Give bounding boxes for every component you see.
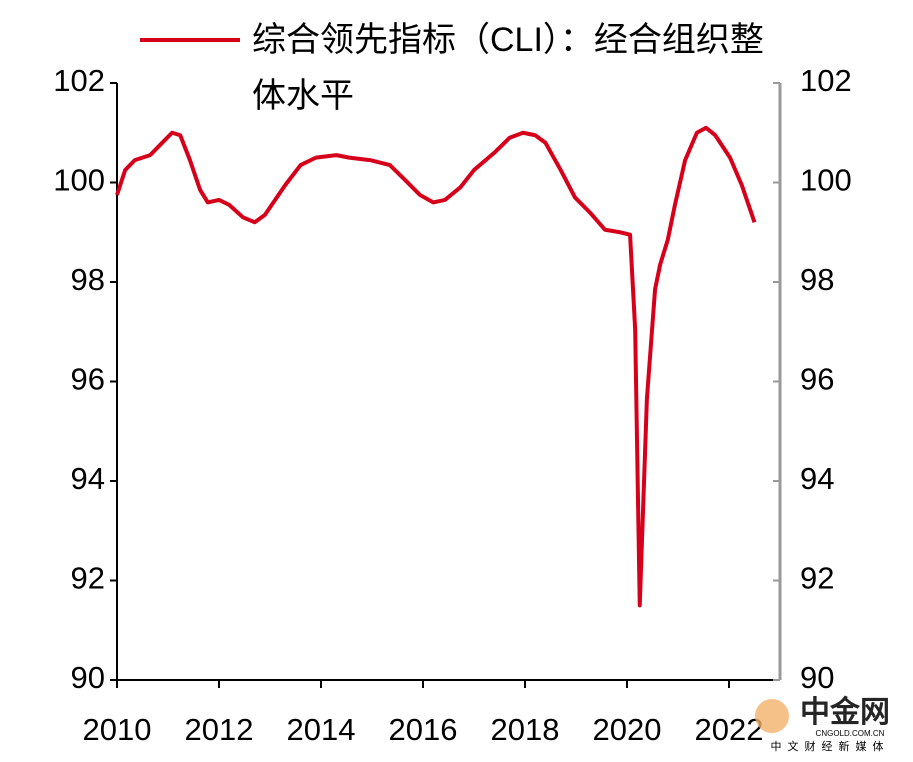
y2-tick-label: 102 bbox=[800, 63, 852, 98]
y-tick-label: 100 bbox=[53, 163, 105, 198]
y-tick-label: 102 bbox=[53, 63, 105, 98]
x-tick-label: 2016 bbox=[389, 712, 458, 747]
y2-tick-label: 100 bbox=[800, 163, 852, 198]
x-tick-label: 2012 bbox=[185, 712, 254, 747]
y2-tick-label: 98 bbox=[800, 262, 834, 297]
y-tick-label: 90 bbox=[71, 660, 105, 695]
watermark-name: 中金网 bbox=[800, 695, 890, 729]
x-tick-label: 2020 bbox=[593, 712, 662, 747]
watermark-domain: CNGOLD.COM.CN bbox=[816, 729, 885, 738]
watermark-slogan: 中文财经新媒体 bbox=[771, 739, 890, 753]
y-tick-label: 94 bbox=[71, 461, 105, 496]
y-tick-label: 98 bbox=[71, 262, 105, 297]
y-tick-label: 92 bbox=[71, 561, 105, 596]
x-tick-label: 2010 bbox=[83, 712, 152, 747]
watermark-logo bbox=[755, 699, 789, 733]
legend-label: 综合领先指标（CLI）：经合组织整体水平 bbox=[252, 21, 764, 115]
series-line bbox=[115, 125, 757, 608]
y2-tick-label: 92 bbox=[800, 561, 834, 596]
x-tick-label: 2018 bbox=[491, 712, 560, 747]
y2-tick-label: 96 bbox=[800, 362, 834, 397]
y2-tick-label: 94 bbox=[800, 461, 834, 496]
y-tick-label: 96 bbox=[71, 362, 105, 397]
y2-tick-label: 90 bbox=[800, 660, 834, 695]
x-tick-label: 2014 bbox=[287, 712, 356, 747]
x-tick-label: 2022 bbox=[695, 712, 764, 747]
